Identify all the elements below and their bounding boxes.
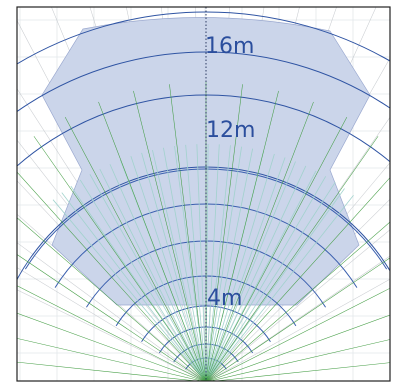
sensor-beams <box>52 144 354 381</box>
near-beam-line <box>169 84 207 381</box>
beam-line <box>70 185 206 381</box>
near-beam-line <box>17 254 206 381</box>
beam-line <box>61 192 206 381</box>
far-ray <box>207 278 390 381</box>
near-beam-line <box>206 116 348 381</box>
beam-line <box>89 174 206 381</box>
label-far-range: 16m <box>205 34 254 59</box>
beam-line <box>205 145 231 381</box>
far-ray <box>206 162 390 381</box>
near-beam-line <box>133 90 207 381</box>
near-beam-line <box>209 339 390 381</box>
beam-line <box>141 152 207 381</box>
beam-line <box>205 148 254 381</box>
beam-line <box>52 199 206 381</box>
beam-line <box>130 156 207 381</box>
beam-line <box>206 176 327 381</box>
near-beam-line <box>207 287 390 381</box>
near-beam-line <box>212 362 390 381</box>
beam-line <box>205 153 275 381</box>
beam-line <box>196 144 207 381</box>
far-ray <box>206 229 390 381</box>
beam-line <box>206 188 345 381</box>
far-ray <box>17 267 205 381</box>
near-beam-line <box>206 221 390 381</box>
beam-line <box>205 157 286 381</box>
near-beam-line <box>205 90 279 381</box>
near-beam-line <box>206 177 390 381</box>
near-beam-line <box>206 101 314 381</box>
beam-line <box>152 150 207 381</box>
beam-line <box>185 144 207 381</box>
far-ray <box>17 139 206 381</box>
near-beam-line <box>98 101 206 381</box>
beam-line <box>205 146 242 381</box>
far-ray <box>17 289 205 381</box>
near-beam-line <box>207 314 390 381</box>
far-ray <box>206 116 390 381</box>
near-beam-line <box>206 136 379 381</box>
far-ray <box>17 242 206 381</box>
range-ring <box>17 11 390 65</box>
beam-line <box>205 161 296 381</box>
diagram-frame <box>16 6 391 382</box>
far-ray <box>206 198 390 381</box>
beam-line <box>205 144 220 381</box>
near-beam-line <box>17 171 206 381</box>
near-field-beams <box>17 82 390 381</box>
far-ray <box>17 180 206 381</box>
near-beam-line <box>17 338 203 381</box>
range-ring <box>17 51 390 113</box>
near-beam-line <box>17 312 205 381</box>
beam-line <box>206 181 336 381</box>
beam-line <box>206 194 354 381</box>
beam-line <box>109 164 206 381</box>
beam-line <box>79 179 206 381</box>
near-beam-line <box>33 136 206 381</box>
label-mid-range: 12m <box>206 118 255 143</box>
beam-line <box>205 144 209 381</box>
far-ray <box>17 213 206 381</box>
near-beam-line <box>206 257 390 381</box>
beam-line <box>99 168 206 381</box>
near-beam-line <box>17 285 205 381</box>
near-beam-line <box>17 361 200 381</box>
beam-line <box>163 147 207 381</box>
beam-line <box>206 170 317 381</box>
near-beam-line <box>64 116 206 381</box>
near-beam-line <box>205 84 243 381</box>
label-near-range: 4m <box>207 286 242 311</box>
far-ray <box>206 255 390 381</box>
beam-line <box>174 146 207 381</box>
beam-line <box>206 165 307 381</box>
